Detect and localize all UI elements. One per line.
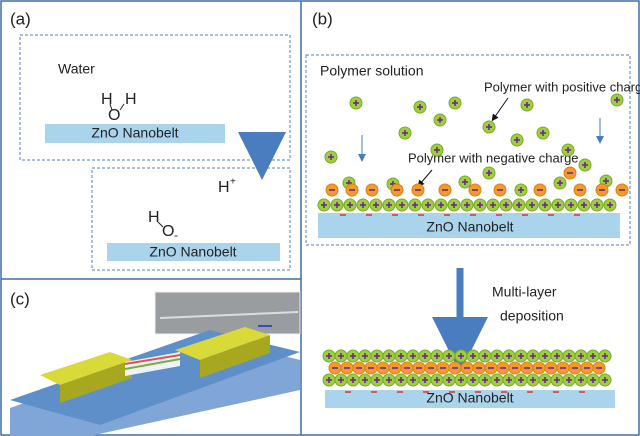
electrode-side [200,335,270,378]
layer [124,354,181,365]
substrate-label: ZnO Nanobelt [426,219,513,235]
atom: O [108,107,120,124]
dashed-box [305,54,631,246]
polymer-beads [317,93,629,393]
pointer [491,97,509,122]
nanobelt [45,124,225,143]
layer [124,358,181,370]
atom: H [125,91,137,108]
positive-label: Polymer with positive charge [484,79,640,94]
electrode-side [60,360,132,403]
arrow [237,131,286,180]
bond [109,103,113,111]
step-label: deposition [500,308,564,324]
substrate-label: ZnO Nanobelt [149,244,236,260]
pointer [417,169,433,188]
ion-charge: + [230,177,236,188]
electrode [40,352,132,385]
panel-label: (b) [312,9,333,28]
bond [119,103,125,111]
substrate-label: ZnO Nanobelt [426,390,513,406]
nanobelt [107,243,280,261]
dashed-box [19,34,291,161]
medium-label: Water [58,61,95,77]
panel-label: (c) [10,289,30,308]
solution-label: Polymer solution [320,63,424,79]
atom: H [101,91,113,108]
electrode [175,327,270,360]
ion: H [218,179,230,196]
sem-wire [159,311,299,319]
panel-label: (a) [10,9,31,28]
atom: H [148,209,160,226]
nanobelt [318,213,620,238]
atom: O [162,223,174,240]
substrate-label: ZnO Nanobelt [91,125,178,141]
negative-label: Polymer with negative charge [408,150,579,165]
atom-charge: - [174,228,178,242]
bond [157,221,164,228]
step-label: Multi-layer [492,284,557,300]
nanobelt [325,390,615,408]
